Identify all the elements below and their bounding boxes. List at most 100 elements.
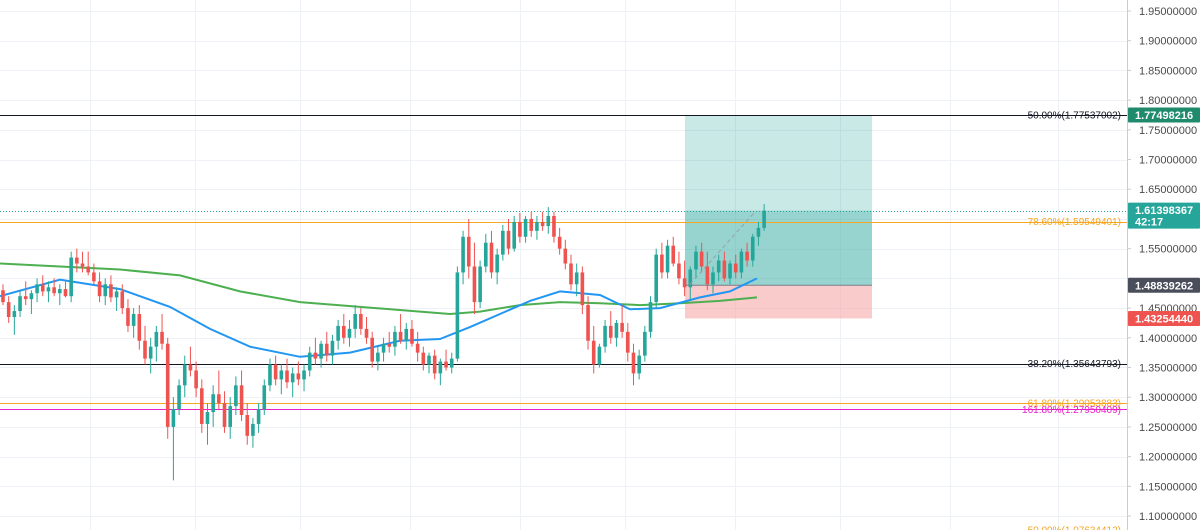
candle-body <box>251 423 255 436</box>
candle-body <box>35 284 39 294</box>
candle <box>557 227 562 255</box>
candle-body <box>205 412 210 424</box>
candle-body <box>677 263 681 279</box>
candle-body <box>432 355 437 374</box>
candle-body <box>586 305 590 341</box>
candle-body <box>319 343 323 359</box>
candle <box>626 322 630 362</box>
long-position-tool[interactable] <box>685 114 872 319</box>
candle <box>410 319 414 347</box>
candle-body <box>750 236 755 261</box>
candle-body <box>313 352 318 359</box>
candle-body <box>228 406 232 427</box>
price-tick-label: 1.65000000 <box>1139 184 1197 196</box>
candle <box>546 207 551 234</box>
candle <box>359 308 363 335</box>
candle-body <box>427 355 431 365</box>
candle-body <box>256 409 261 424</box>
candle <box>75 248 79 273</box>
candle-body <box>637 355 641 374</box>
candle-body <box>608 325 613 338</box>
candle-body <box>728 263 732 279</box>
candle-body <box>171 409 176 427</box>
price-tag-value: 1.77498216 <box>1135 110 1193 122</box>
candle-body <box>177 385 181 410</box>
candle-body <box>154 331 159 347</box>
candle-body <box>421 352 426 365</box>
candle <box>688 266 693 300</box>
candle-body <box>387 343 392 347</box>
price-axis[interactable]: 1.95000000 1.90000000 1.85000000 1.80000000… <box>1022 0 1200 530</box>
candle <box>222 391 227 433</box>
candle <box>580 266 585 315</box>
candle <box>529 211 534 237</box>
candle <box>251 417 255 448</box>
candle <box>643 325 647 362</box>
candle-body <box>364 328 369 338</box>
price-tick-label: 1.80000000 <box>1139 95 1197 107</box>
candle <box>120 284 125 315</box>
candle <box>143 325 147 365</box>
candle-body <box>495 254 499 273</box>
price-tag-background <box>1128 277 1200 293</box>
price-tag-background <box>1128 202 1200 229</box>
candle <box>245 403 250 445</box>
candle-body <box>234 385 238 407</box>
fibonacci-label: 78.60%(1.59549401) <box>1028 217 1121 228</box>
candle <box>722 251 727 282</box>
candle-body <box>12 311 17 317</box>
candle-body <box>109 284 113 298</box>
candle-body <box>529 218 534 231</box>
candle <box>597 343 602 368</box>
candle <box>12 305 17 335</box>
fibonacci-levels[interactable] <box>0 115 1127 530</box>
candle-body <box>535 221 539 231</box>
candle <box>46 281 51 303</box>
candle <box>756 221 761 246</box>
candle <box>376 346 380 371</box>
candle <box>160 314 164 350</box>
price-tag-countdown: 42:17 <box>1135 217 1163 229</box>
candle <box>484 233 488 273</box>
candle <box>35 278 39 303</box>
candle-body <box>654 254 658 303</box>
candle <box>279 364 284 395</box>
candle <box>512 215 516 252</box>
candle <box>324 331 329 362</box>
candle <box>466 218 471 279</box>
price-tick-label: 1.15000000 <box>1139 481 1197 493</box>
price-tick-label: 1.35000000 <box>1139 362 1197 374</box>
fibonacci-label: 50.00%(1.07634412) <box>1028 526 1121 530</box>
candle <box>745 242 749 267</box>
candle <box>211 385 215 427</box>
price-tick-label: 1.95000000 <box>1139 6 1197 18</box>
candle-body <box>381 343 386 353</box>
candle <box>1 284 5 306</box>
candle <box>188 346 193 377</box>
candle <box>478 260 482 309</box>
candle-body <box>705 266 710 285</box>
candle-body <box>518 221 522 237</box>
candle <box>501 224 505 261</box>
price-tick-label: 1.55000000 <box>1139 244 1197 256</box>
candle-body <box>165 343 170 427</box>
candle <box>40 275 45 297</box>
candle <box>307 346 312 377</box>
candle-body <box>143 340 147 359</box>
price-tag-background <box>1128 310 1200 326</box>
candle <box>591 325 596 374</box>
candle-body <box>342 325 346 338</box>
candle-body <box>626 331 630 353</box>
candle-body <box>40 284 45 292</box>
candle <box>540 211 545 231</box>
candle <box>608 311 613 344</box>
candle-body <box>29 293 34 300</box>
candle <box>637 349 641 380</box>
candle <box>148 337 153 374</box>
candle <box>620 305 624 338</box>
candle-body <box>296 373 301 380</box>
profit-target-zone[interactable] <box>685 114 872 286</box>
candle <box>154 325 159 362</box>
